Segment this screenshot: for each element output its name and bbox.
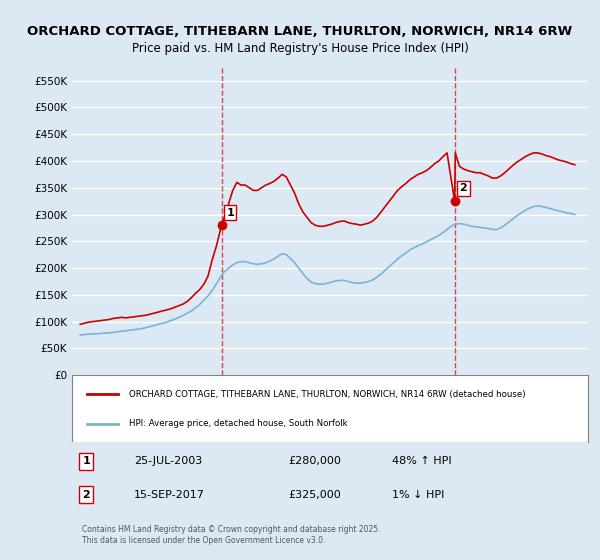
Text: £280,000: £280,000 <box>289 456 341 466</box>
Text: 2: 2 <box>82 490 90 500</box>
Text: 1% ↓ HPI: 1% ↓ HPI <box>392 490 444 500</box>
Text: 1: 1 <box>226 208 234 218</box>
Text: 48% ↑ HPI: 48% ↑ HPI <box>392 456 452 466</box>
Text: 25-JUL-2003: 25-JUL-2003 <box>134 456 202 466</box>
Text: 15-SEP-2017: 15-SEP-2017 <box>134 490 205 500</box>
Text: 2: 2 <box>460 184 467 193</box>
Text: HPI: Average price, detached house, South Norfolk: HPI: Average price, detached house, Sout… <box>129 419 347 428</box>
Text: 1: 1 <box>82 456 90 466</box>
Text: £325,000: £325,000 <box>289 490 341 500</box>
Text: ORCHARD COTTAGE, TITHEBARN LANE, THURLTON, NORWICH, NR14 6RW (detached house): ORCHARD COTTAGE, TITHEBARN LANE, THURLTO… <box>129 390 525 399</box>
Text: Contains HM Land Registry data © Crown copyright and database right 2025.
This d: Contains HM Land Registry data © Crown c… <box>82 525 381 545</box>
Text: ORCHARD COTTAGE, TITHEBARN LANE, THURLTON, NORWICH, NR14 6RW: ORCHARD COTTAGE, TITHEBARN LANE, THURLTO… <box>28 25 572 38</box>
Text: Price paid vs. HM Land Registry's House Price Index (HPI): Price paid vs. HM Land Registry's House … <box>131 42 469 55</box>
